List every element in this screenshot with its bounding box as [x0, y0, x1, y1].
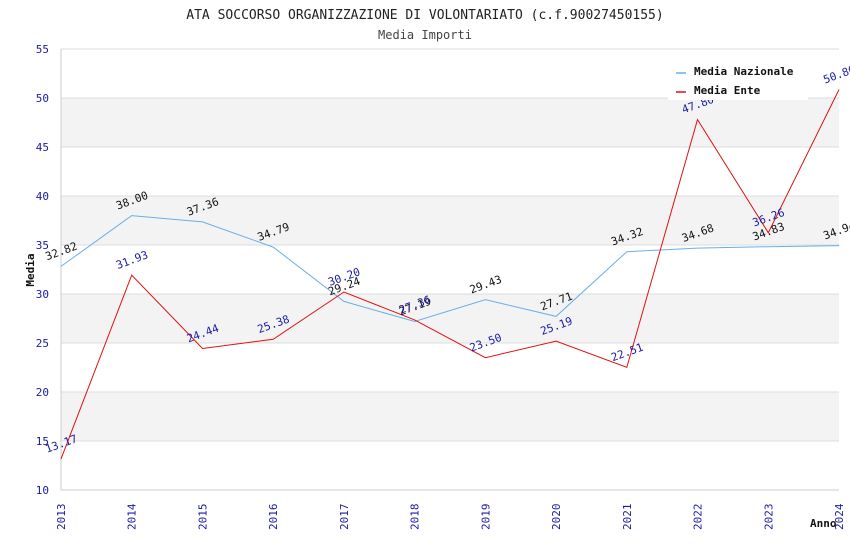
plot-band: [61, 294, 839, 343]
x-tick-label: 2024: [833, 503, 846, 530]
y-axis-ticks: 10 15 20 25 30 35 40 45 50 55: [36, 43, 49, 497]
series-lines: [60, 89, 840, 460]
grid-lines: [61, 48, 839, 491]
y-tick-label: 25: [36, 337, 49, 350]
y-tick-label: 20: [36, 386, 49, 399]
y-axis-label: Media: [24, 253, 37, 286]
chart-title: ATA SOCCORSO ORGANIZZAZIONE DI VOLONTARI…: [186, 8, 663, 23]
x-tick-label: 2020: [550, 504, 563, 531]
y-tick-label: 15: [36, 435, 49, 448]
x-tick-label: 2023: [762, 504, 775, 531]
y-tick-label: 35: [36, 239, 49, 252]
x-tick-label: 2022: [692, 504, 705, 531]
data-label: 22.51: [609, 341, 645, 365]
legend-label-media-ente: Media Ente: [694, 84, 761, 97]
legend: Media Nazionale Media Ente: [668, 62, 808, 100]
x-tick-label: 2018: [409, 504, 422, 531]
y-tick-label: 40: [36, 190, 49, 203]
legend-background: [668, 62, 808, 100]
x-axis-label: Anno: [810, 517, 837, 530]
x-tick-label: 2016: [267, 504, 280, 531]
series-line-media-ente: [60, 89, 840, 460]
legend-label-media-nazionale: Media Nazionale: [694, 65, 794, 78]
x-axis-ticks: 2013 2014 2015 2016 2017 2018 2019 2020 2021 2022…: [55, 503, 846, 530]
x-tick-label: 2021: [621, 504, 634, 531]
x-tick-label: 2017: [338, 504, 351, 531]
x-tick-label: 2014: [126, 503, 139, 530]
chart-subtitle: Media Importi: [378, 28, 472, 42]
plot-band: [61, 98, 839, 147]
y-tick-label: 30: [36, 288, 49, 301]
y-tick-label: 10: [36, 484, 49, 497]
plot-band: [61, 392, 839, 441]
x-tick-label: 2015: [196, 504, 209, 531]
plot-band: [61, 196, 839, 245]
data-label: 31.93: [114, 248, 150, 272]
plot-bands: [61, 98, 839, 441]
y-tick-label: 55: [36, 43, 49, 56]
x-tick-label: 2019: [479, 504, 492, 531]
y-tick-label: 45: [36, 141, 49, 154]
y-tick-label: 50: [36, 92, 49, 105]
data-label: 29.43: [468, 273, 504, 297]
x-tick-label: 2013: [55, 504, 68, 531]
data-label: 50.86: [822, 63, 850, 87]
series-line-media-nazionale: [60, 215, 840, 323]
